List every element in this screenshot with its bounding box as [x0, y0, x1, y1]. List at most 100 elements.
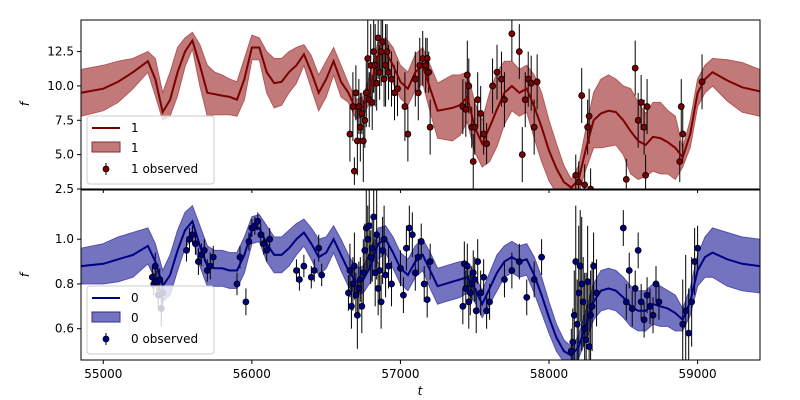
data-point — [640, 123, 648, 131]
data-point — [192, 240, 199, 248]
data-point — [471, 123, 479, 131]
data-point — [679, 130, 687, 138]
data-point — [293, 267, 300, 274]
data-point — [352, 291, 360, 299]
data-point — [501, 96, 508, 104]
y-tick-label: 0.8 — [55, 277, 74, 291]
data-point — [585, 112, 593, 120]
data-point — [358, 110, 366, 117]
data-point — [370, 48, 378, 56]
y-tick-label: 0.6 — [55, 322, 74, 336]
data-point — [631, 285, 639, 292]
data-point — [477, 110, 485, 117]
data-point — [587, 311, 595, 319]
data-point — [631, 64, 639, 72]
data-point — [501, 276, 508, 283]
data-point — [422, 61, 430, 69]
y-ticks-bottom: 0.6 0.8 1.0 — [55, 232, 81, 336]
data-point — [469, 158, 477, 165]
data-point — [569, 338, 577, 346]
mean-line-top — [81, 38, 760, 189]
data-point — [376, 68, 384, 76]
y-tick-label: 1.0 — [55, 232, 74, 246]
data-point — [587, 185, 595, 189]
data-point — [296, 276, 303, 283]
data-point — [206, 262, 214, 270]
data-point — [646, 302, 654, 310]
data-point — [578, 92, 586, 99]
data-point — [373, 79, 381, 87]
data-point — [233, 280, 241, 288]
data-point — [194, 258, 202, 265]
x-tick-label: 58000 — [530, 367, 568, 381]
data-point — [489, 82, 496, 90]
data-point — [355, 103, 363, 110]
data-point — [585, 343, 593, 350]
data-point — [379, 38, 387, 46]
data-point — [423, 55, 431, 62]
data-point — [685, 329, 693, 337]
data-point — [388, 280, 395, 288]
data-point — [349, 280, 357, 288]
data-point — [498, 75, 505, 83]
data-point — [619, 224, 627, 232]
data-point — [377, 298, 385, 306]
legend-points-label-top: 1 observed — [131, 162, 198, 176]
data-point — [307, 273, 315, 281]
data-point — [527, 79, 535, 87]
data-point — [582, 336, 590, 344]
data-point — [318, 271, 326, 279]
data-point — [466, 289, 474, 297]
data-point — [677, 103, 685, 110]
y-tick-label: 10.0 — [47, 79, 74, 93]
data-point — [530, 123, 538, 131]
data-point — [515, 48, 523, 56]
legend-band-label-top: 1 — [131, 141, 139, 155]
data-point — [374, 34, 382, 42]
data-point — [578, 280, 586, 288]
data-point — [148, 273, 156, 281]
data-point — [382, 271, 389, 279]
data-point — [625, 267, 633, 274]
data-point — [346, 267, 354, 274]
data-point — [642, 171, 649, 179]
data-point — [385, 68, 392, 76]
data-point — [379, 246, 387, 254]
data-point — [515, 258, 523, 265]
data-point — [414, 89, 422, 97]
data-point — [474, 96, 482, 104]
band-top — [81, 31, 760, 189]
data-point — [397, 264, 404, 272]
data-point — [462, 285, 470, 292]
data-point — [622, 298, 630, 306]
bottom-panel: 0.60.81.0 55000 56000 57000 58000 59000 f t … — [18, 189, 760, 398]
data-point — [649, 311, 657, 319]
data-point — [691, 258, 699, 265]
data-point — [588, 302, 596, 310]
data-point — [637, 99, 645, 106]
legend-bottom: 0 0 0 observed — [86, 285, 215, 355]
legend-points-label-bottom: 0 observed — [131, 332, 198, 346]
data-point — [388, 75, 395, 83]
x-tick-label: 57000 — [381, 367, 419, 381]
data-point — [472, 307, 480, 315]
data-point — [584, 278, 592, 286]
data-point — [411, 269, 419, 277]
data-point — [483, 140, 491, 148]
data-point — [400, 291, 407, 299]
data-point — [401, 103, 409, 110]
data-point — [523, 293, 531, 301]
axes-frame-top — [80, 19, 761, 190]
data-point — [242, 298, 250, 306]
data-point — [257, 231, 265, 239]
data-point — [411, 75, 419, 83]
data-point — [349, 103, 357, 110]
data-point — [209, 253, 217, 261]
data-point — [567, 347, 575, 355]
data-point — [370, 213, 378, 221]
data-point — [471, 276, 479, 283]
data-point — [367, 253, 375, 261]
data-point — [245, 238, 253, 245]
data-point — [348, 302, 355, 310]
